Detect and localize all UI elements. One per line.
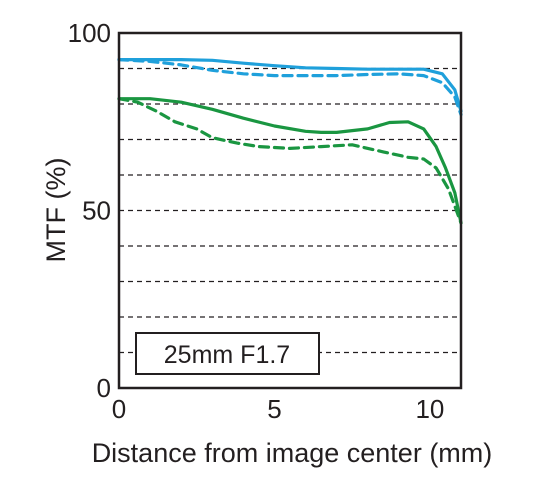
gridlines bbox=[119, 67, 461, 354]
series-line-1 bbox=[117, 58, 463, 113]
plot-frame bbox=[117, 31, 463, 390]
annotation-label: 25mm F1.7 bbox=[164, 341, 290, 369]
y-tick-label: 0 bbox=[97, 373, 111, 403]
series-line-4 bbox=[117, 97, 463, 225]
x-tick-label: 0 bbox=[112, 394, 126, 424]
series-line-2 bbox=[117, 58, 463, 117]
y-tick-label: 50 bbox=[82, 196, 111, 226]
y-tick-label: 100 bbox=[68, 18, 111, 48]
annotation-box: 25mm F1.7 bbox=[135, 332, 320, 375]
x-tick-label: 5 bbox=[267, 394, 281, 424]
x-tick-label: 10 bbox=[415, 394, 444, 424]
x-axis-label: Distance from image center (mm) bbox=[92, 438, 493, 468]
series-line-3 bbox=[117, 97, 463, 225]
series-lines bbox=[117, 58, 463, 225]
y-axis-label: MTF (%) bbox=[41, 158, 71, 263]
y-tick-labels: 0 50 100 bbox=[68, 18, 111, 403]
x-tick-labels: 0 5 10 bbox=[112, 394, 445, 424]
